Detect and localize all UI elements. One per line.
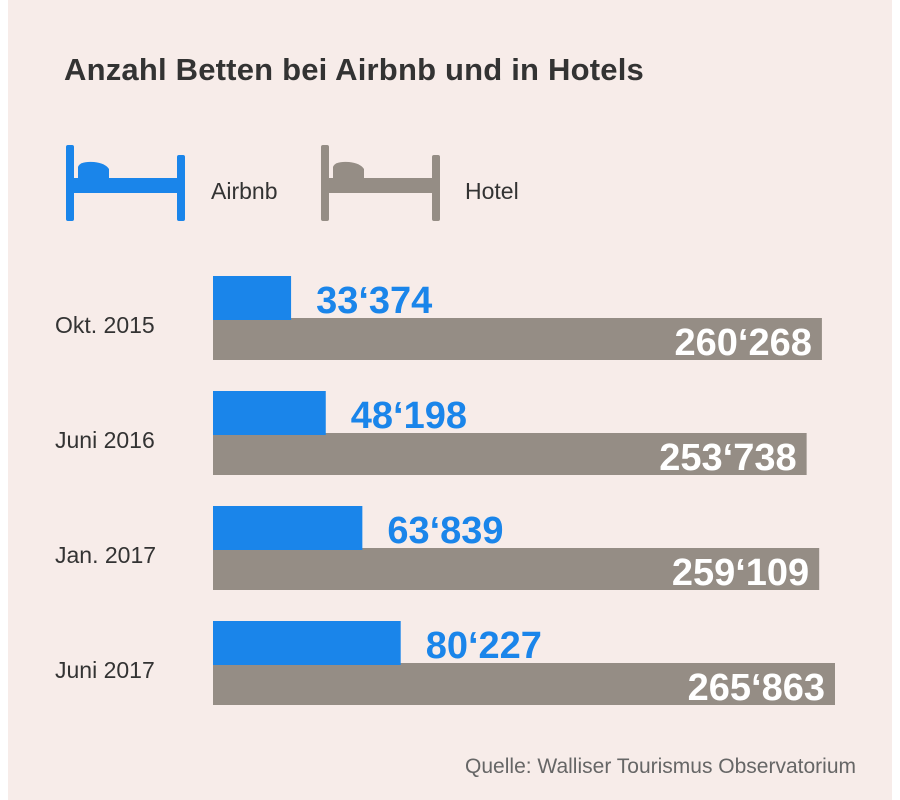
airbnb-bar	[213, 506, 363, 550]
bed-icon	[66, 145, 185, 221]
airbnb-bar	[213, 391, 326, 435]
airbnb-value-label: 63‘839	[387, 510, 503, 552]
airbnb-value-label: 80‘227	[426, 625, 542, 667]
source-note: Quelle: Walliser Tourismus Observatorium	[465, 755, 856, 778]
airbnb-bar	[213, 276, 292, 320]
hotel-bar	[213, 663, 835, 705]
legend-hotel-label: Hotel	[465, 178, 519, 204]
bed-icon	[321, 145, 440, 221]
category-label: Okt. 2015	[55, 312, 155, 338]
chart-title: Anzahl Betten bei Airbnb und in Hotels	[64, 52, 644, 87]
hotel-value-label: 253‘738	[659, 437, 796, 479]
hotel-value-label: 259‘109	[672, 552, 809, 594]
hotel-bar	[213, 318, 822, 360]
hotel-value-label: 265‘863	[688, 667, 825, 709]
chart-card: Anzahl Betten bei Airbnb und in Hotels A…	[8, 0, 892, 800]
category-label: Juni 2016	[55, 427, 155, 453]
airbnb-bar	[213, 621, 401, 665]
category-label: Jan. 2017	[55, 542, 156, 568]
hotel-bar	[213, 433, 807, 475]
airbnb-value-label: 33‘374	[316, 280, 432, 322]
bar-chart: Okt. 2015 33‘374 260‘268 Juni 2016 48‘198 253…	[55, 276, 835, 709]
category-label: Juni 2017	[55, 657, 155, 683]
hotel-value-label: 260‘268	[675, 322, 812, 364]
airbnb-value-label: 48‘198	[351, 395, 467, 437]
legend-airbnb-label: Airbnb	[211, 178, 278, 204]
hotel-bar	[213, 548, 820, 590]
